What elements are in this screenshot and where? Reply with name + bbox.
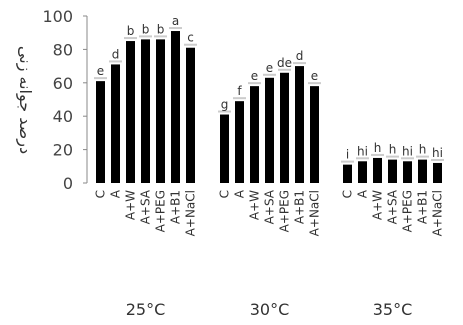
significance-letter: hi [432, 146, 443, 160]
bar-35°C-A+B1 [418, 159, 427, 183]
significance-letter: e [311, 69, 318, 83]
significance-letter: d [112, 47, 120, 61]
bar-25°C-A+SA [141, 39, 150, 183]
significance-letter: e [266, 61, 273, 75]
y-tick-label: 0 [63, 174, 73, 193]
bar-30°C-A+B1 [295, 66, 304, 183]
category-label: A+PEG [278, 190, 292, 232]
bar-30°C-A [235, 101, 244, 183]
category-label: C [341, 190, 355, 198]
bar-35°C-A+W [373, 157, 382, 183]
significance-letter: g [221, 98, 229, 112]
y-tick-label: 100 [42, 7, 73, 26]
significance-letter: hi [357, 144, 368, 158]
category-label: A+SA [386, 189, 400, 224]
category-label: A+PEG [401, 190, 415, 232]
significance-letter: de [277, 56, 292, 70]
bar-35°C-A+SA [388, 159, 397, 183]
significance-letter: b [157, 22, 165, 36]
category-label: A [109, 189, 123, 198]
group-label: 25°C [126, 300, 166, 319]
significance-letter: i [346, 148, 349, 162]
y-axis: 0 20 40 60 80 100 [42, 7, 88, 193]
labels-layer: e Cd Ab A+W b A+SA b A+PEG a A+B1 c A+NaCl 25°C g Cf Ae… [94, 14, 445, 319]
significance-letter: d [296, 49, 304, 63]
significance-letter: f [237, 84, 242, 98]
category-label: A+B1 [169, 190, 183, 224]
category-label: A+B1 [416, 190, 430, 224]
bar-35°C-C [343, 164, 352, 183]
bar-25°C-A [111, 64, 120, 183]
significance-letter: a [172, 14, 179, 28]
y-tick-label: 40 [53, 107, 73, 126]
bar-35°C-A+NaCl [433, 162, 442, 183]
bar-30°C-A+NaCl [310, 86, 319, 183]
significance-letter: e [97, 64, 104, 78]
bar-35°C-A [358, 161, 367, 183]
group-label: 30°C [250, 300, 290, 319]
category-label: A+B1 [293, 190, 307, 224]
bar-30°C-A+SA [265, 77, 274, 183]
category-label: A+SA [139, 189, 153, 224]
category-label: A+NaCl [308, 190, 322, 236]
bar-30°C-C [220, 114, 229, 183]
y-tick-label: 60 [53, 74, 73, 93]
y-tick-label: 20 [53, 141, 73, 160]
category-label: A+NaCl [431, 190, 445, 236]
category-label: A+SA [263, 189, 277, 224]
significance-letter: h [389, 143, 397, 157]
bar-25°C-A+W [126, 41, 135, 183]
significance-letter: hi [402, 144, 413, 158]
bar-30°C-A+PEG [280, 72, 289, 183]
significance-letter: b [127, 24, 135, 38]
group-label: 35°C [373, 300, 413, 319]
category-label: A [233, 189, 247, 198]
category-label: A+W [371, 190, 385, 220]
bar-25°C-A+NaCl [186, 47, 195, 184]
category-label: A [356, 189, 370, 198]
significance-letter: c [187, 31, 194, 45]
bar-30°C-A+W [250, 86, 259, 183]
bar-25°C-A+B1 [171, 31, 180, 184]
bar-25°C-C [96, 81, 105, 183]
bars-layer [94, 27, 444, 184]
bar-35°C-A+PEG [403, 161, 412, 183]
y-tick-label: 80 [53, 40, 73, 59]
y-axis-label: درصد جوانه زنی [15, 46, 35, 154]
significance-letter: h [374, 141, 382, 155]
category-label: C [218, 190, 232, 198]
category-label: A+PEG [154, 190, 168, 232]
significance-letter: h [419, 143, 427, 157]
category-label: A+W [248, 190, 262, 220]
category-label: A+W [124, 190, 138, 220]
category-label: C [94, 190, 108, 198]
category-label: A+NaCl [184, 190, 198, 236]
significance-letter: e [251, 69, 258, 83]
significance-letter: b [142, 22, 150, 36]
bar-25°C-A+PEG [156, 39, 165, 183]
